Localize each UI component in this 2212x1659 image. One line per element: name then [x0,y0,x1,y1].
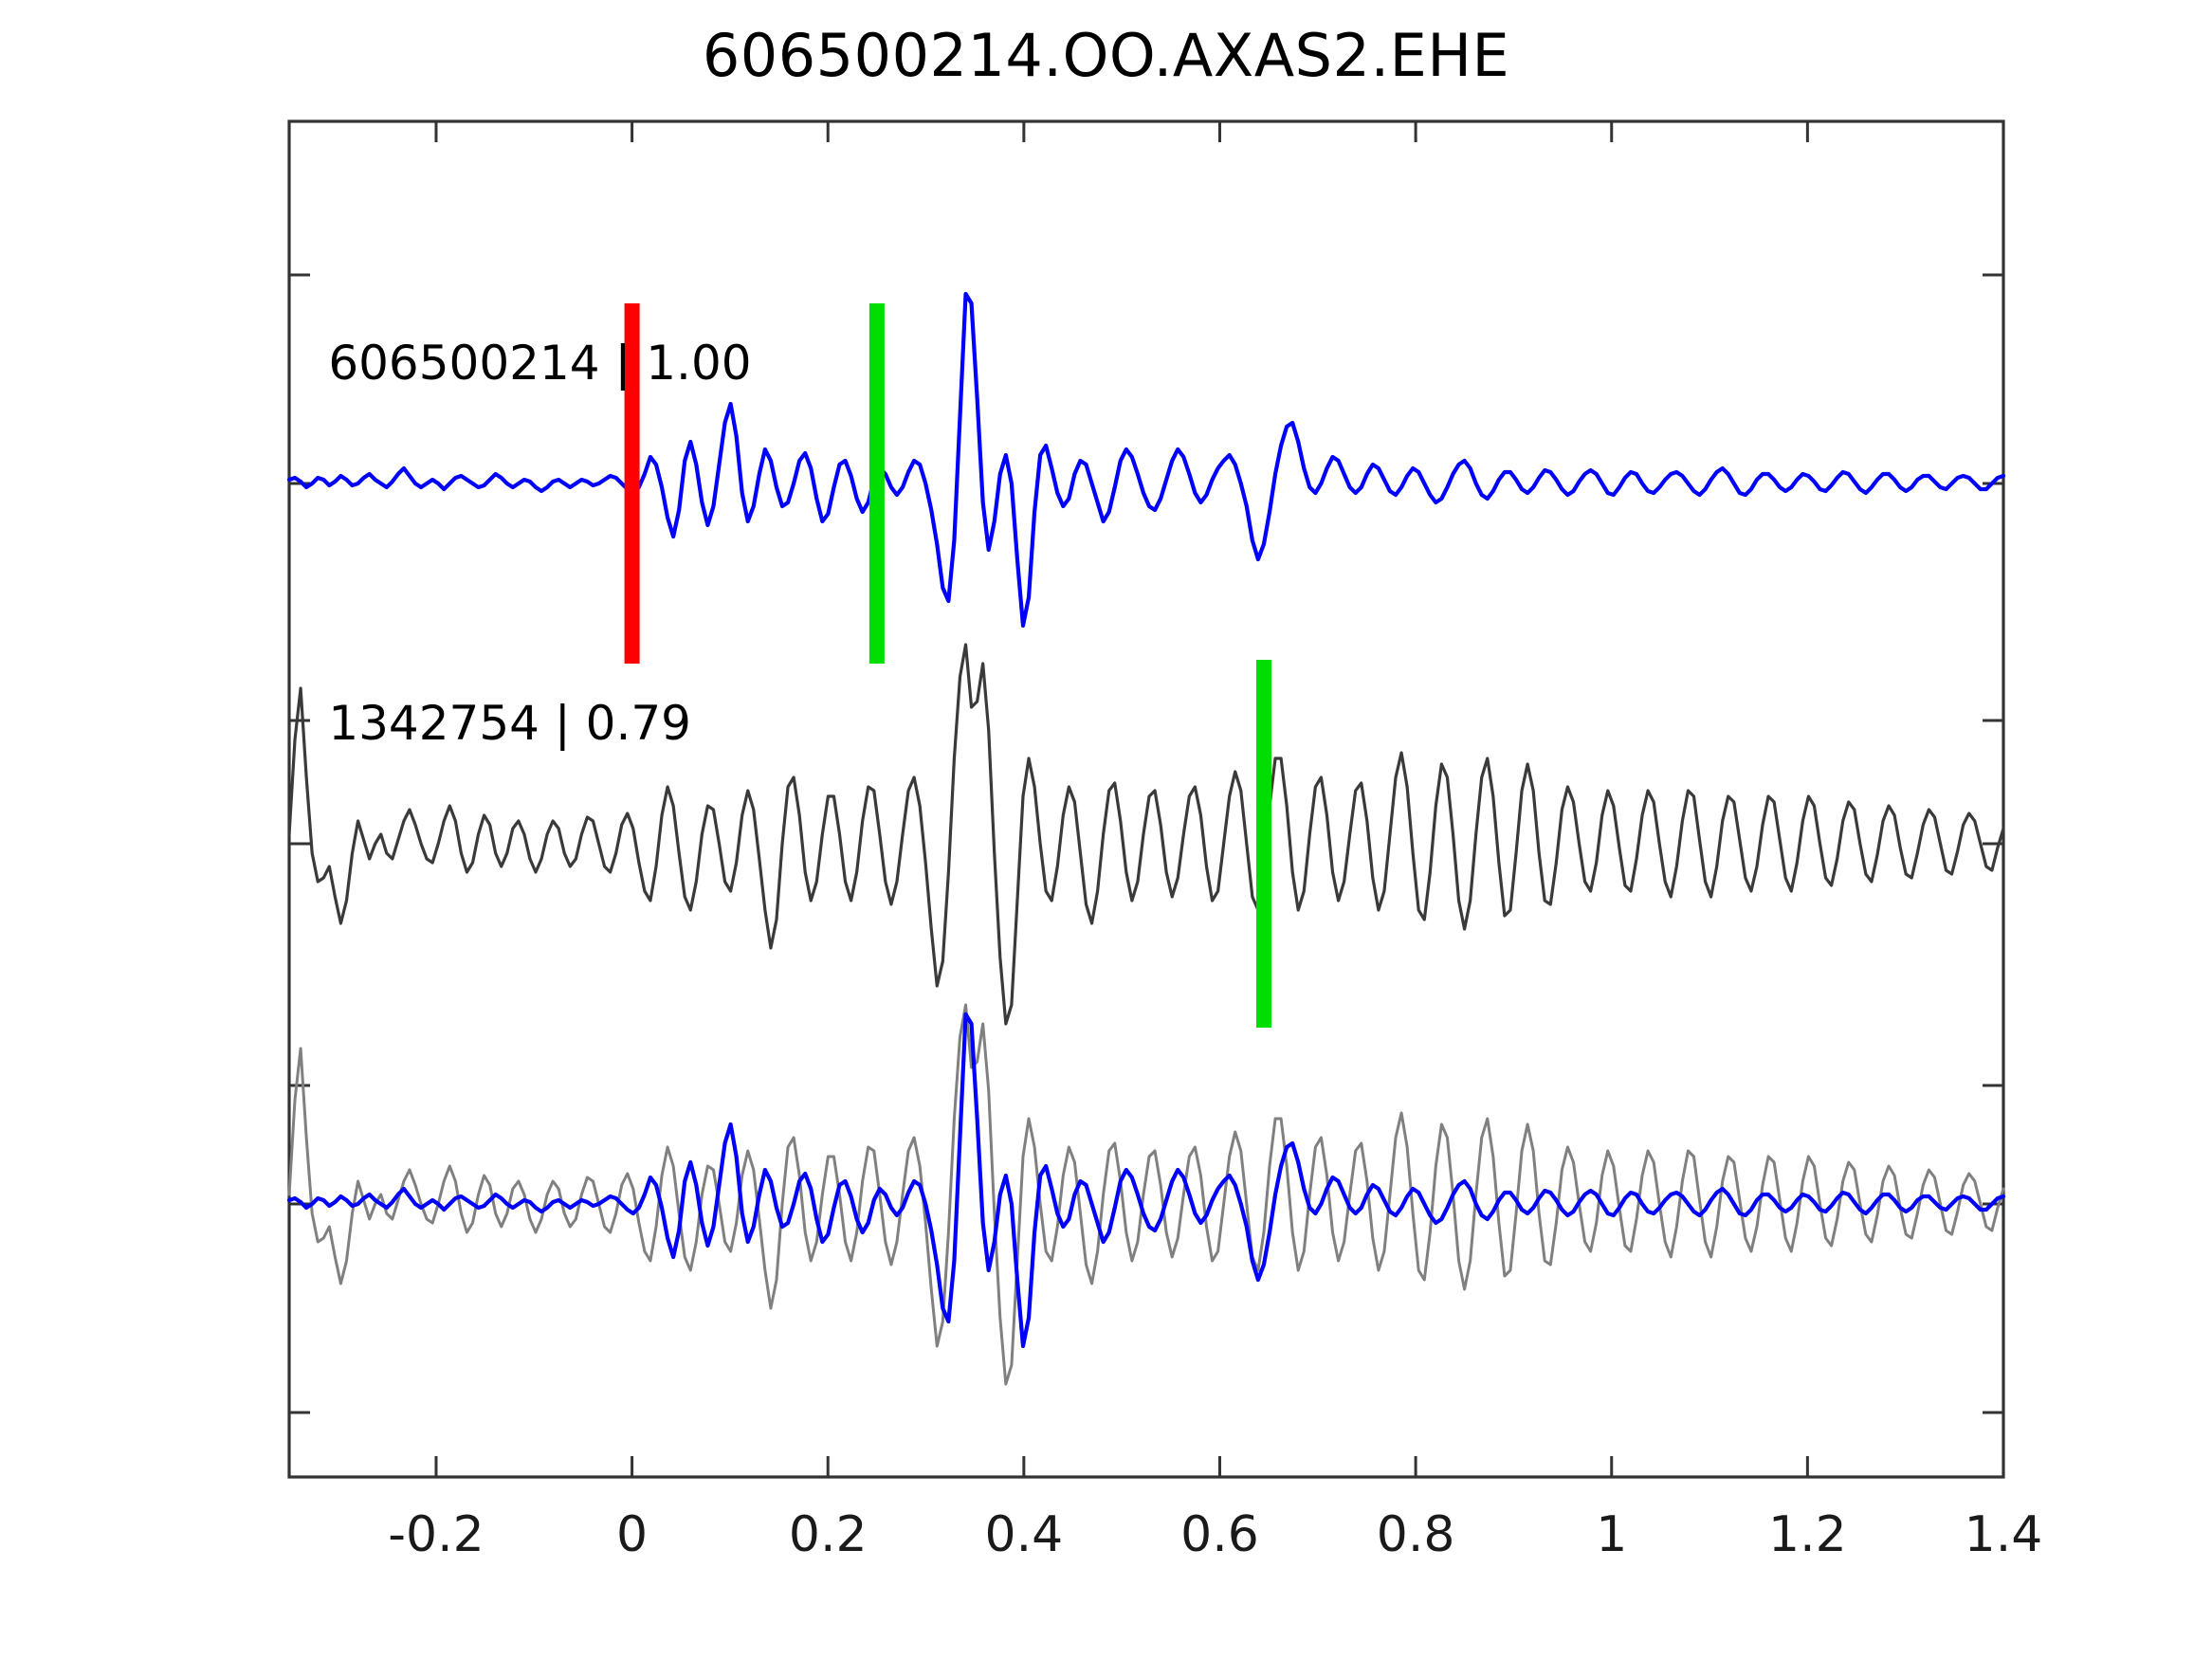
x-axis-ticks: -0.2 0 0.2 0.4 0.6 0.8 1 1.2 1.4 [388,121,2042,1563]
trace-labels: 606500214 | 1.00 1342754 | 0.79 [328,336,751,751]
trace-detection-1342754 [287,643,2005,1026]
x-tick-label: -0.2 [388,1506,484,1563]
plot-frame [287,119,2005,1479]
pick-markers [624,303,1271,1028]
page-title: 606500214.OO.AXAS2.EHE [702,21,1510,90]
trace-overlay-detection [287,1003,2005,1386]
x-tick-label: 1.2 [1768,1506,1847,1563]
trace-label-2: 1342754 | 0.79 [328,696,691,751]
trace-label-1: 606500214 | 1.00 [328,336,751,391]
x-tick-label: 0.4 [985,1506,1064,1563]
trace-overlay-template [286,1012,2006,1349]
x-tick-label: 0.6 [1180,1506,1259,1563]
trace-template-606500214 [286,291,2006,629]
x-tick-label: 0.8 [1377,1506,1455,1563]
axes-group: -0.2 0 0.2 0.4 0.6 0.8 1 1.2 1.4 [287,119,2042,1563]
x-tick-label: 0.2 [789,1506,868,1563]
x-tick-label: 1.4 [1965,1506,2043,1563]
x-tick-label: 1 [1596,1506,1627,1563]
x-tick-label: 0 [616,1506,648,1563]
trace-lines [286,291,2006,1386]
